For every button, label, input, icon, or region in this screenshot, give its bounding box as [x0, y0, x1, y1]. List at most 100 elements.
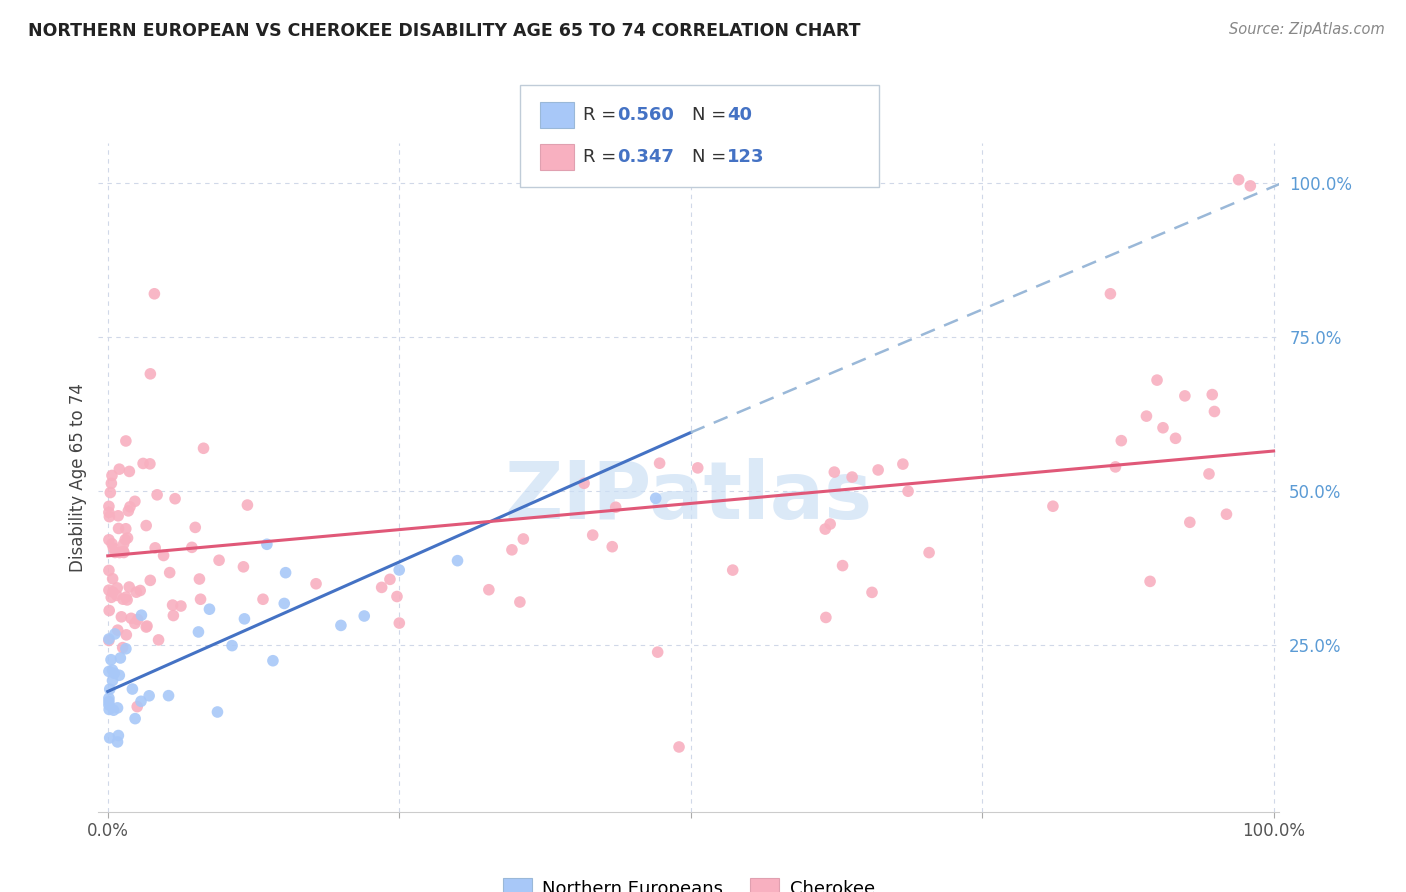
Point	[97, 500, 120, 514]
Point	[385, 590, 408, 604]
Point	[127, 612, 149, 626]
Text: Source: ZipAtlas.com: Source: ZipAtlas.com	[1229, 22, 1385, 37]
Point	[1178, 516, 1201, 530]
Point	[125, 585, 148, 599]
Point	[305, 576, 328, 591]
Point	[97, 583, 120, 598]
Point	[370, 581, 392, 595]
Point	[107, 508, 129, 523]
Point	[103, 666, 125, 681]
Point	[129, 694, 152, 708]
Point	[110, 610, 132, 624]
Point	[478, 582, 501, 597]
Point	[146, 488, 169, 502]
Point	[180, 541, 202, 555]
Point	[814, 522, 837, 536]
Text: N =: N =	[692, 106, 731, 124]
Point	[139, 574, 162, 588]
Text: ZIPatlas: ZIPatlas	[505, 458, 873, 536]
Text: NORTHERN EUROPEAN VS CHEROKEE DISABILITY AGE 65 TO 74 CORRELATION CHART: NORTHERN EUROPEAN VS CHEROKEE DISABILITY…	[28, 22, 860, 40]
Legend: Northern Europeans, Cherokee: Northern Europeans, Cherokee	[495, 871, 883, 892]
Point	[107, 729, 129, 743]
Point	[256, 537, 278, 551]
Point	[98, 485, 121, 500]
Point	[97, 665, 120, 679]
Point	[118, 465, 141, 479]
Point	[107, 735, 129, 749]
Point	[252, 592, 274, 607]
Point	[118, 500, 141, 514]
Point	[1099, 286, 1122, 301]
Point	[97, 633, 120, 648]
Point	[124, 712, 146, 726]
Point	[814, 610, 837, 624]
Point	[1111, 434, 1133, 448]
Point	[1139, 574, 1161, 589]
Point	[188, 572, 211, 586]
Point	[221, 639, 243, 653]
Point	[111, 592, 134, 607]
Point	[97, 694, 120, 708]
Point	[170, 599, 193, 613]
Point	[512, 532, 534, 546]
Point	[686, 461, 709, 475]
Text: 123: 123	[727, 148, 765, 166]
Text: 40: 40	[727, 106, 752, 124]
Text: 0.347: 0.347	[617, 148, 673, 166]
Point	[104, 627, 127, 641]
Point	[100, 591, 122, 605]
Point	[131, 608, 153, 623]
Point	[107, 521, 129, 535]
Point	[605, 500, 627, 515]
Point	[329, 618, 352, 632]
Point	[193, 442, 215, 456]
Point	[101, 468, 124, 483]
Point	[152, 549, 174, 563]
Point	[208, 553, 231, 567]
Point	[124, 494, 146, 508]
Point	[105, 581, 128, 595]
Point	[1146, 373, 1168, 387]
Point	[232, 559, 254, 574]
Point	[582, 528, 605, 542]
Point	[98, 702, 121, 716]
Point	[143, 541, 166, 555]
Point	[1239, 178, 1261, 193]
Point	[135, 518, 157, 533]
Text: R =: R =	[583, 148, 623, 166]
Point	[127, 699, 149, 714]
Point	[101, 673, 124, 688]
Point	[97, 533, 120, 547]
Point	[353, 609, 375, 624]
Point	[644, 491, 666, 506]
Point	[1227, 172, 1250, 186]
Point	[98, 682, 121, 697]
Point	[135, 620, 157, 634]
Point	[101, 572, 124, 586]
Point	[97, 698, 120, 712]
Point	[1042, 500, 1064, 514]
Point	[98, 603, 121, 617]
Point	[100, 653, 122, 667]
Point	[1174, 389, 1197, 403]
Point	[112, 544, 135, 558]
Point	[98, 731, 121, 745]
Point	[101, 537, 124, 551]
Point	[104, 545, 127, 559]
Point	[97, 632, 120, 646]
Point	[132, 457, 155, 471]
Point	[157, 689, 180, 703]
Point	[1135, 409, 1157, 424]
Point	[273, 597, 295, 611]
Point	[446, 554, 468, 568]
Point	[139, 457, 162, 471]
Point	[162, 608, 184, 623]
Point	[501, 542, 523, 557]
Point	[111, 640, 134, 655]
Point	[108, 668, 131, 682]
Point	[378, 572, 401, 586]
Point	[115, 590, 138, 604]
Point	[114, 522, 136, 536]
Point	[114, 533, 136, 547]
Point	[891, 457, 914, 471]
